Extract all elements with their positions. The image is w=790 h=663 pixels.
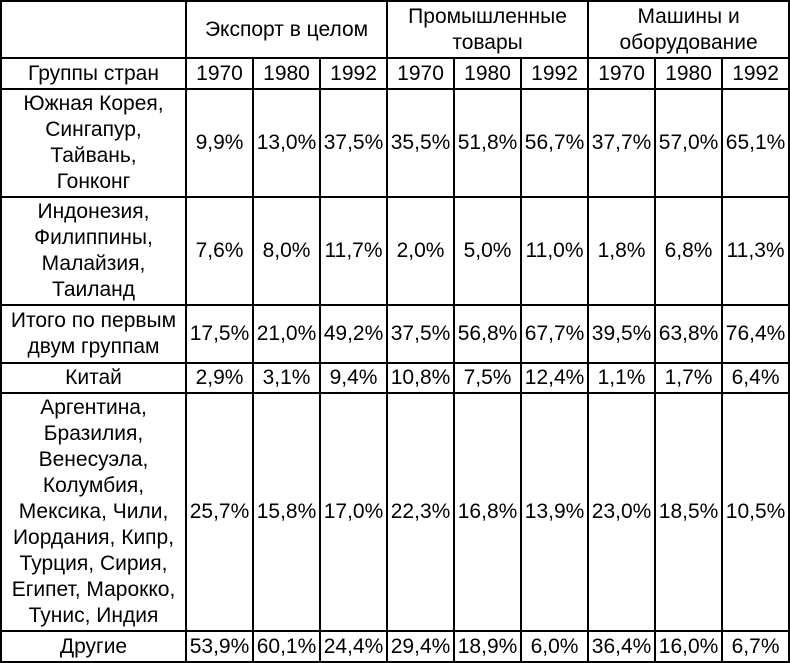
value-cell: 6,0% xyxy=(520,630,590,663)
value-cell: 49,2% xyxy=(318,304,389,364)
row-label: Южная Корея, Сингапур, Тайвань, Гонконг xyxy=(0,88,187,198)
table-row: Индонезия, Филиппины, Малайзия, Таиланд … xyxy=(0,196,790,306)
value-cell: 1,7% xyxy=(654,362,724,394)
year-header: 1970 xyxy=(185,57,254,90)
value-cell: 3,1% xyxy=(252,362,321,394)
value-cell: 25,7% xyxy=(185,392,254,632)
value-cell: 16,8% xyxy=(453,392,523,632)
value-cell: 63,8% xyxy=(654,304,724,364)
col-group-industrial-goods: Промышленные товары xyxy=(386,0,590,59)
value-cell: 15,8% xyxy=(252,392,321,632)
table-row: Китай 2,9% 3,1% 9,4% 10,8% 7,5% 12,4% 1,… xyxy=(0,362,790,394)
value-cell: 9,4% xyxy=(318,362,389,394)
col-group-export-total: Экспорт в целом xyxy=(184,0,389,59)
value-cell: 8,0% xyxy=(252,196,321,306)
column-group-row: Экспорт в целом Промышленные товары Маши… xyxy=(0,0,790,59)
value-cell: 1,8% xyxy=(587,196,657,306)
value-cell: 67,7% xyxy=(520,304,590,364)
year-header: 1992 xyxy=(520,57,590,90)
value-cell: 17,5% xyxy=(185,304,254,364)
value-cell: 1,1% xyxy=(587,362,657,394)
value-cell: 2,9% xyxy=(185,362,254,394)
row-label: Другие xyxy=(0,630,187,663)
year-header: 1970 xyxy=(587,57,657,90)
value-cell: 35,5% xyxy=(386,88,456,198)
year-header: 1980 xyxy=(453,57,523,90)
value-cell: 60,1% xyxy=(252,630,321,663)
value-cell: 56,7% xyxy=(520,88,590,198)
year-header: 1980 xyxy=(654,57,724,90)
value-cell: 9,9% xyxy=(185,88,254,198)
year-header: 1992 xyxy=(721,57,790,90)
value-cell: 5,0% xyxy=(453,196,523,306)
col-group-machinery-equipment: Машины и оборудование xyxy=(587,0,790,59)
value-cell: 76,4% xyxy=(721,304,790,364)
value-cell: 10,8% xyxy=(386,362,456,394)
value-cell: 13,0% xyxy=(252,88,321,198)
value-cell: 16,0% xyxy=(654,630,724,663)
value-cell: 11,3% xyxy=(721,196,790,306)
value-cell: 37,5% xyxy=(318,88,389,198)
year-header: 1980 xyxy=(252,57,321,90)
year-header-row: Группы стран 1970 1980 1992 1970 1980 19… xyxy=(0,57,790,90)
value-cell: 7,6% xyxy=(185,196,254,306)
value-cell: 17,0% xyxy=(318,392,389,632)
table-row: Другие 53,9% 60,1% 24,4% 29,4% 18,9% 6,0… xyxy=(0,630,790,663)
value-cell: 6,4% xyxy=(721,362,790,394)
value-cell: 12,4% xyxy=(520,362,590,394)
year-header: 1992 xyxy=(318,57,389,90)
row-label: Итого по первым двум группам xyxy=(0,304,187,364)
value-cell: 6,7% xyxy=(721,630,790,663)
value-cell: 21,0% xyxy=(252,304,321,364)
value-cell: 23,0% xyxy=(587,392,657,632)
value-cell: 10,5% xyxy=(721,392,790,632)
row-label: Китай xyxy=(0,362,187,394)
value-cell: 51,8% xyxy=(453,88,523,198)
value-cell: 7,5% xyxy=(453,362,523,394)
table-row: Южная Корея, Сингапур, Тайвань, Гонконг … xyxy=(0,88,790,198)
value-cell: 37,7% xyxy=(587,88,657,198)
value-cell: 22,3% xyxy=(386,392,456,632)
value-cell: 13,9% xyxy=(520,392,590,632)
table-row: Аргентина, Бразилия, Венесуэла, Колумбия… xyxy=(0,392,790,632)
value-cell: 6,8% xyxy=(654,196,724,306)
value-cell: 36,4% xyxy=(587,630,657,663)
value-cell: 11,7% xyxy=(318,196,389,306)
value-cell: 56,8% xyxy=(453,304,523,364)
value-cell: 37,5% xyxy=(386,304,456,364)
value-cell: 57,0% xyxy=(654,88,724,198)
corner-cell xyxy=(0,0,187,59)
row-label: Индонезия, Филиппины, Малайзия, Таиланд xyxy=(0,196,187,306)
value-cell: 53,9% xyxy=(185,630,254,663)
year-header: 1970 xyxy=(386,57,456,90)
value-cell: 65,1% xyxy=(721,88,790,198)
value-cell: 18,9% xyxy=(453,630,523,663)
value-cell: 39,5% xyxy=(587,304,657,364)
value-cell: 29,4% xyxy=(386,630,456,663)
table-row: Итого по первым двум группам 17,5% 21,0%… xyxy=(0,304,790,364)
value-cell: 2,0% xyxy=(386,196,456,306)
value-cell: 11,0% xyxy=(520,196,590,306)
row-label: Аргентина, Бразилия, Венесуэла, Колумбия… xyxy=(0,392,187,632)
value-cell: 24,4% xyxy=(318,630,389,663)
row-header-label: Группы стран xyxy=(0,57,187,90)
value-cell: 18,5% xyxy=(654,392,724,632)
